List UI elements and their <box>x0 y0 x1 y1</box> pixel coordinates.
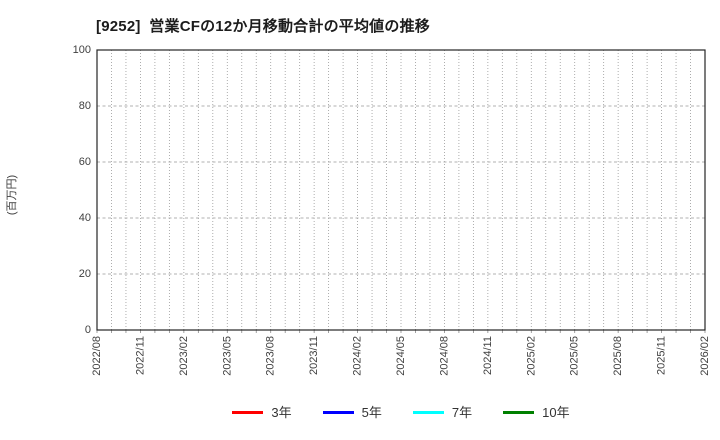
y-tick-label: 20 <box>79 268 91 280</box>
y-tick-label: 80 <box>79 100 91 112</box>
legend-label: 5年 <box>361 404 382 420</box>
x-tick-label: 2024/05 <box>395 336 407 376</box>
x-tick-label: 2025/08 <box>612 336 624 376</box>
x-tick-label: 2023/02 <box>178 336 190 376</box>
x-tick-label: 2025/05 <box>569 336 581 376</box>
legend-item: 5年 <box>322 404 382 420</box>
x-tick-label: 2024/02 <box>352 336 364 376</box>
y-tick-labels: 0 20 40 60 80 100 <box>73 44 91 336</box>
x-tick-label: 2024/08 <box>438 336 450 376</box>
y-tick-label: 60 <box>79 156 91 168</box>
legend-line-swatch <box>232 410 264 414</box>
x-tick-label: 2025/11 <box>656 336 668 375</box>
legend-item: 3年 <box>232 404 292 420</box>
y-tick-label: 40 <box>79 212 91 224</box>
x-tick-label: 2022/08 <box>91 336 103 376</box>
y-axis-label: (百万円) <box>6 175 18 215</box>
x-tick-label: 2025/02 <box>525 336 537 376</box>
chart-title: [9252] 営業CFの12か月移動合計の平均値の推移 <box>96 18 430 35</box>
x-tick-label: 2026/02 <box>699 336 711 376</box>
vertical-gridlines <box>96 50 706 330</box>
legend-label: 3年 <box>271 404 292 420</box>
horizontal-gridlines <box>97 105 705 275</box>
x-tick-label: 2024/11 <box>482 336 494 375</box>
y-tick-label: 0 <box>85 324 91 336</box>
legend-item: 7年 <box>412 404 473 420</box>
y-tick-label: 100 <box>73 44 91 56</box>
x-tick-label: 2023/11 <box>308 336 320 375</box>
legend: 3年 5年 7年 10年 <box>97 399 705 425</box>
legend-line-swatch <box>322 410 354 414</box>
legend-item: 10年 <box>503 404 570 420</box>
x-tick-label: 2022/11 <box>134 336 146 375</box>
legend-label: 10年 <box>542 404 570 420</box>
legend-label: 7年 <box>451 404 473 420</box>
x-tick-labels: 2022/08 2022/11 2023/02 2023/05 2023/08 2023/… <box>91 336 711 376</box>
plot-border <box>96 49 706 331</box>
x-tick-label: 2023/05 <box>221 336 233 376</box>
x-tick-label: 2023/08 <box>265 336 277 376</box>
legend-line-swatch <box>412 410 444 414</box>
legend-line-swatch <box>503 410 535 414</box>
